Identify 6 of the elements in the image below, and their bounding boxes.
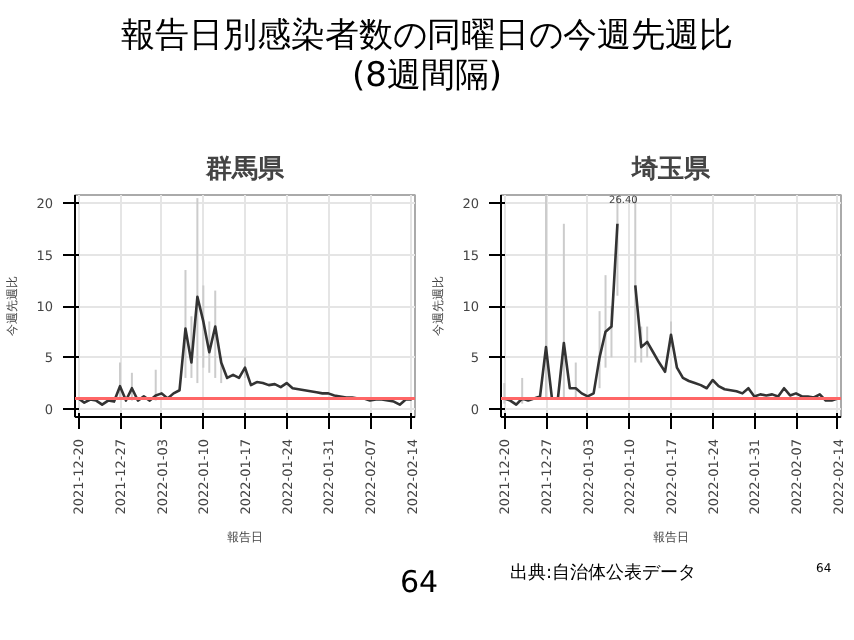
text: 64 [400, 562, 439, 604]
line-series [77, 295, 413, 406]
text: 報告日別感染者数の同曜日の今週先週比 (8週間隔) [119, 16, 735, 96]
chart-title: 埼玉県 [630, 155, 712, 185]
chart-title: 群馬県 [204, 155, 286, 185]
source-note: 出典:自治体公表データ [510, 562, 697, 588]
